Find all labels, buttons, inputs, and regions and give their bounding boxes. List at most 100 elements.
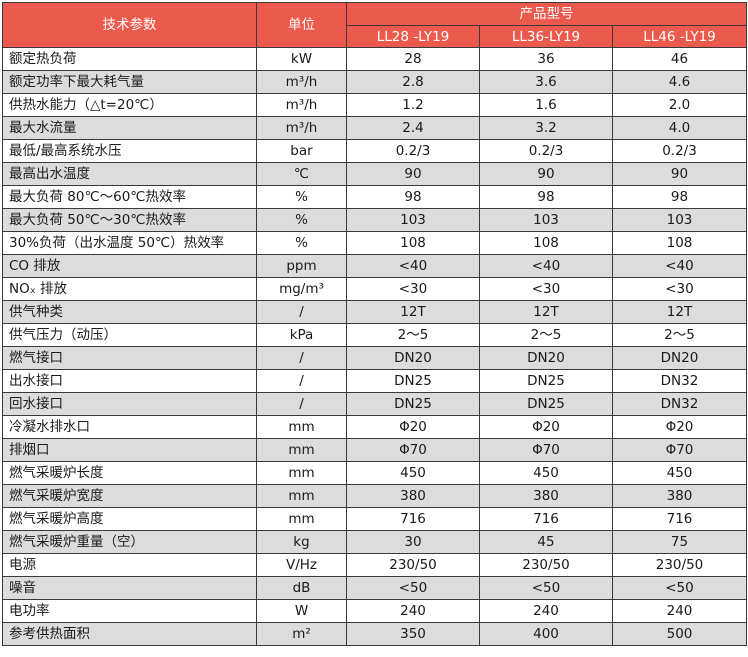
header-unit: 单位: [256, 2, 347, 48]
row-value-model-2: 716: [479, 507, 613, 531]
row-value-model-2: 450: [479, 461, 613, 485]
row-value-model-2: 90: [479, 162, 613, 186]
row-value-model-1: 30: [346, 530, 480, 554]
table-row: 燃气接口 / DN20 DN20 DN20: [2, 346, 748, 370]
table-row: 电功率 W 240 240 240: [2, 599, 748, 623]
row-value-model-2: 380: [479, 484, 613, 508]
row-unit: mg/m³: [256, 277, 347, 301]
row-value-model-3: DN32: [611, 369, 748, 393]
row-param: 供气种类: [2, 300, 257, 324]
table-row: 燃气采暖炉重量（空） kg 30 45 75: [2, 530, 748, 554]
row-value-model-2: 12T: [479, 300, 613, 324]
row-value-model-1: 28: [346, 47, 480, 71]
row-value-model-3: 4.6: [611, 70, 748, 94]
row-value-model-1: DN25: [346, 392, 480, 416]
table-row: 最大水流量 m³/h 2.4 3.2 4.0: [2, 116, 748, 140]
row-value-model-2: DN25: [479, 392, 613, 416]
row-value-model-3: 0.2/3: [611, 139, 748, 163]
table-row: 供热水能力（△t=20℃） m³/h 1.2 1.6 2.0: [2, 93, 748, 117]
row-value-model-2: <30: [479, 277, 613, 301]
row-param: 电源: [2, 553, 257, 577]
row-value-model-3: 230/50: [611, 553, 748, 577]
row-unit: mm: [256, 484, 347, 508]
row-value-model-3: 46: [611, 47, 748, 71]
row-value-model-2: 400: [479, 622, 613, 646]
table-row: CO 排放 ppm <40 <40 <40: [2, 254, 748, 278]
table-row: 回水接口 / DN25 DN25 DN32: [2, 392, 748, 416]
row-value-model-2: 36: [479, 47, 613, 71]
row-value-model-1: 108: [346, 231, 480, 255]
table-row: 冷凝水排水口 mm Φ20 Φ20 Φ20: [2, 415, 748, 439]
row-value-model-2: Φ70: [479, 438, 613, 462]
row-value-model-2: 3.6: [479, 70, 613, 94]
row-value-model-3: 500: [611, 622, 748, 646]
row-value-model-2: Φ20: [479, 415, 613, 439]
row-value-model-3: 108: [611, 231, 748, 255]
row-unit: m³/h: [256, 93, 347, 117]
row-value-model-1: 90: [346, 162, 480, 186]
table-row: 燃气采暖炉宽度 mm 380 380 380: [2, 484, 748, 508]
row-value-model-3: 103: [611, 208, 748, 232]
row-param: 最低/最高系统水压: [2, 139, 257, 163]
row-value-model-1: <30: [346, 277, 480, 301]
row-param: 参考供热面积: [2, 622, 257, 646]
row-value-model-1: 350: [346, 622, 480, 646]
row-unit: ℃: [256, 162, 347, 186]
row-param: 燃气接口: [2, 346, 257, 370]
row-value-model-1: 2.4: [346, 116, 480, 140]
header-param: 技术参数: [2, 2, 257, 48]
row-value-model-3: 716: [611, 507, 748, 531]
row-value-model-2: 103: [479, 208, 613, 232]
row-param: 最大负荷 50℃～30℃热效率: [2, 208, 257, 232]
row-param: 最大负荷 80℃～60℃热效率: [2, 185, 257, 209]
row-param: 额定热负荷: [2, 47, 257, 71]
row-value-model-3: 240: [611, 599, 748, 623]
row-unit: mm: [256, 415, 347, 439]
row-param: 电功率: [2, 599, 257, 623]
row-value-model-3: <50: [611, 576, 748, 600]
row-value-model-2: 2～5: [479, 323, 613, 347]
table-row: 参考供热面积 m² 350 400 500: [2, 622, 748, 646]
row-value-model-3: 75: [611, 530, 748, 554]
header-model-1: LL28 -LY19: [346, 25, 480, 48]
spec-table: 技术参数 单位 产品型号 LL28 -LY19 LL36-LY19 LL46 -…: [2, 2, 748, 646]
row-value-model-2: <40: [479, 254, 613, 278]
header-model-group: 产品型号: [345, 2, 748, 26]
table-row: 最低/最高系统水压 bar 0.2/3 0.2/3 0.2/3: [2, 139, 748, 163]
row-value-model-3: <30: [611, 277, 748, 301]
row-value-model-2: DN25: [479, 369, 613, 393]
header-model-3: LL46 -LY19: [611, 25, 748, 48]
table-row: 电源 V/Hz 230/50 230/50 230/50: [2, 553, 748, 577]
table-header: 技术参数 单位 产品型号 LL28 -LY19 LL36-LY19 LL46 -…: [2, 2, 748, 48]
table-row: 额定功率下最大耗气量 m³/h 2.8 3.6 4.6: [2, 70, 748, 94]
row-value-model-1: 98: [346, 185, 480, 209]
row-param: 噪音: [2, 576, 257, 600]
table-row: 最高出水温度 ℃ 90 90 90: [2, 162, 748, 186]
row-param: 30%负荷（出水温度 50℃）热效率: [2, 231, 257, 255]
row-param: 最高出水温度: [2, 162, 257, 186]
table-row: 供气种类/12T 12T 12T: [2, 300, 748, 324]
row-param: 回水接口: [2, 392, 257, 416]
row-value-model-2: 98: [479, 185, 613, 209]
row-unit: kPa: [256, 323, 347, 347]
table-row: NOₓ 排放 mg/m³ <30 <30 <30: [2, 277, 748, 301]
row-param: 燃气采暖炉高度: [2, 507, 257, 531]
row-unit: %: [256, 208, 347, 232]
row-value-model-2: 240: [479, 599, 613, 623]
row-value-model-1: 716: [346, 507, 480, 531]
row-value-model-1: 450: [346, 461, 480, 485]
row-unit: mm: [256, 461, 347, 485]
row-param: 额定功率下最大耗气量: [2, 70, 257, 94]
table-row: 供气压力（动压） kPa 2～5 2～5 2～5: [2, 323, 748, 347]
row-param: 冷凝水排水口: [2, 415, 257, 439]
row-value-model-1: DN25: [346, 369, 480, 393]
table-row: 30%负荷（出水温度 50℃）热效率% 108 108 108: [2, 231, 748, 255]
row-value-model-3: <40: [611, 254, 748, 278]
row-value-model-1: Φ20: [346, 415, 480, 439]
table-row: 噪音 dB <50 <50 <50: [2, 576, 748, 600]
row-value-model-2: 1.6: [479, 93, 613, 117]
table-row: 燃气采暖炉长度 mm 450 450 450: [2, 461, 748, 485]
row-value-model-1: DN20: [346, 346, 480, 370]
row-unit: mm: [256, 507, 347, 531]
row-unit: bar: [256, 139, 347, 163]
